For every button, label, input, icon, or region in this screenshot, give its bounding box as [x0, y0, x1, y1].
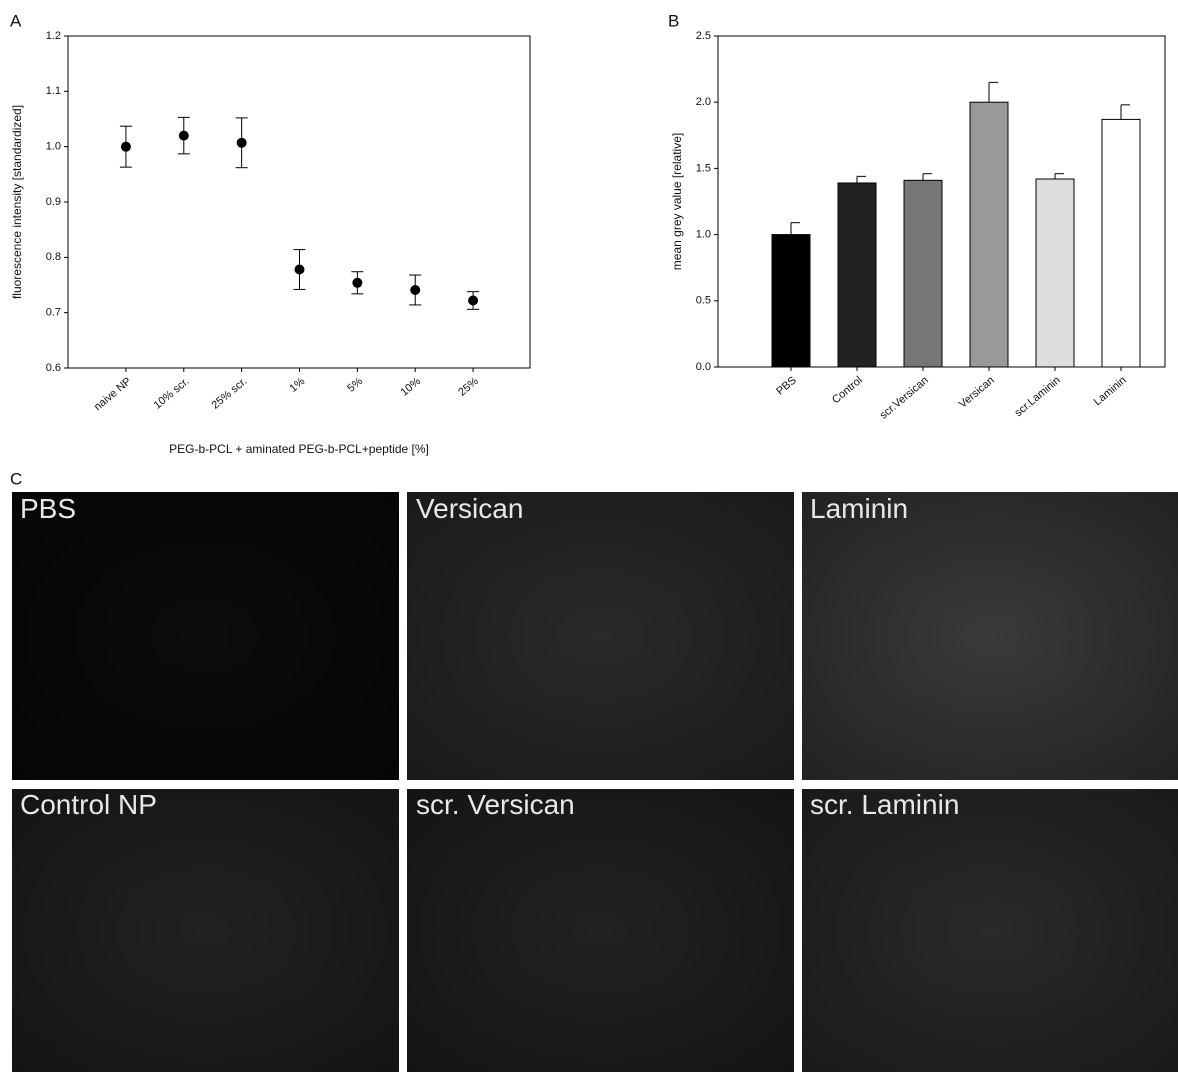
x-tick-label: 10% scr.: [152, 375, 192, 411]
micrograph: [12, 492, 399, 780]
bar: [1035, 178, 1075, 368]
y-tick-label: 2.0: [696, 96, 711, 108]
x-tick-label: Laminin: [1092, 374, 1129, 408]
x-tick-label: Control: [830, 374, 865, 406]
x-axis-title: PEG-b-PCL + aminated PEG-b-PCL+peptide […: [169, 442, 429, 456]
bar: [903, 179, 943, 368]
y-tick-label: 2.5: [696, 30, 711, 42]
image-label: scr. Versican: [416, 789, 575, 820]
y-axis-title: fluorescence intensity [standardized]: [10, 105, 24, 299]
image-label: PBS: [20, 493, 76, 524]
x-tick-label: Versican: [957, 374, 997, 410]
point: [410, 284, 421, 295]
bar: [837, 182, 877, 368]
image-label: Control NP: [20, 789, 157, 820]
x-tick-label: PBS: [774, 374, 799, 397]
y-tick-label: 0.5: [696, 295, 711, 307]
image-label: Laminin: [810, 493, 908, 524]
micrograph: [802, 789, 1178, 1072]
point: [236, 137, 247, 148]
point: [120, 141, 131, 152]
y-tick-label: 1.0: [46, 141, 61, 153]
y-tick-label: 0.7: [46, 307, 61, 319]
bar: [1101, 118, 1141, 368]
x-tick-label: 1%: [287, 375, 307, 395]
y-tick-label: 1.5: [696, 162, 711, 174]
panel-letter: C: [10, 469, 22, 488]
panel-letter: A: [10, 11, 22, 30]
x-tick-label: naive NP: [92, 375, 134, 413]
y-tick-label: 0.6: [46, 362, 61, 374]
y-axis-title: mean grey value [relative]: [670, 133, 684, 270]
x-tick-label: 10%: [398, 375, 423, 398]
x-tick-label: scr.Versican: [878, 374, 931, 421]
y-tick-label: 0.8: [46, 251, 61, 263]
plot-frame: [67, 35, 531, 369]
image-label: Versican: [416, 493, 523, 524]
bar: [771, 234, 811, 368]
x-tick-label: 25% scr.: [209, 375, 249, 411]
y-tick-label: 1.0: [696, 229, 711, 241]
panel-letter: B: [668, 11, 679, 30]
image-label: scr. Laminin: [810, 789, 959, 820]
point: [178, 130, 189, 141]
x-tick-label: 25%: [456, 375, 481, 398]
micrograph: [12, 789, 399, 1072]
point: [468, 295, 479, 306]
y-tick-label: 0.9: [46, 196, 61, 208]
y-tick-label: 1.1: [46, 85, 61, 97]
y-tick-label: 0.0: [696, 361, 711, 373]
micrograph: [407, 789, 794, 1072]
point: [294, 264, 305, 275]
micrograph: [802, 492, 1178, 780]
point: [352, 277, 363, 288]
bar: [969, 101, 1009, 368]
x-tick-label: 5%: [345, 375, 365, 395]
y-tick-label: 1.2: [46, 30, 61, 42]
x-tick-label: scr.Laminin: [1012, 374, 1062, 419]
micrograph: [407, 492, 794, 780]
